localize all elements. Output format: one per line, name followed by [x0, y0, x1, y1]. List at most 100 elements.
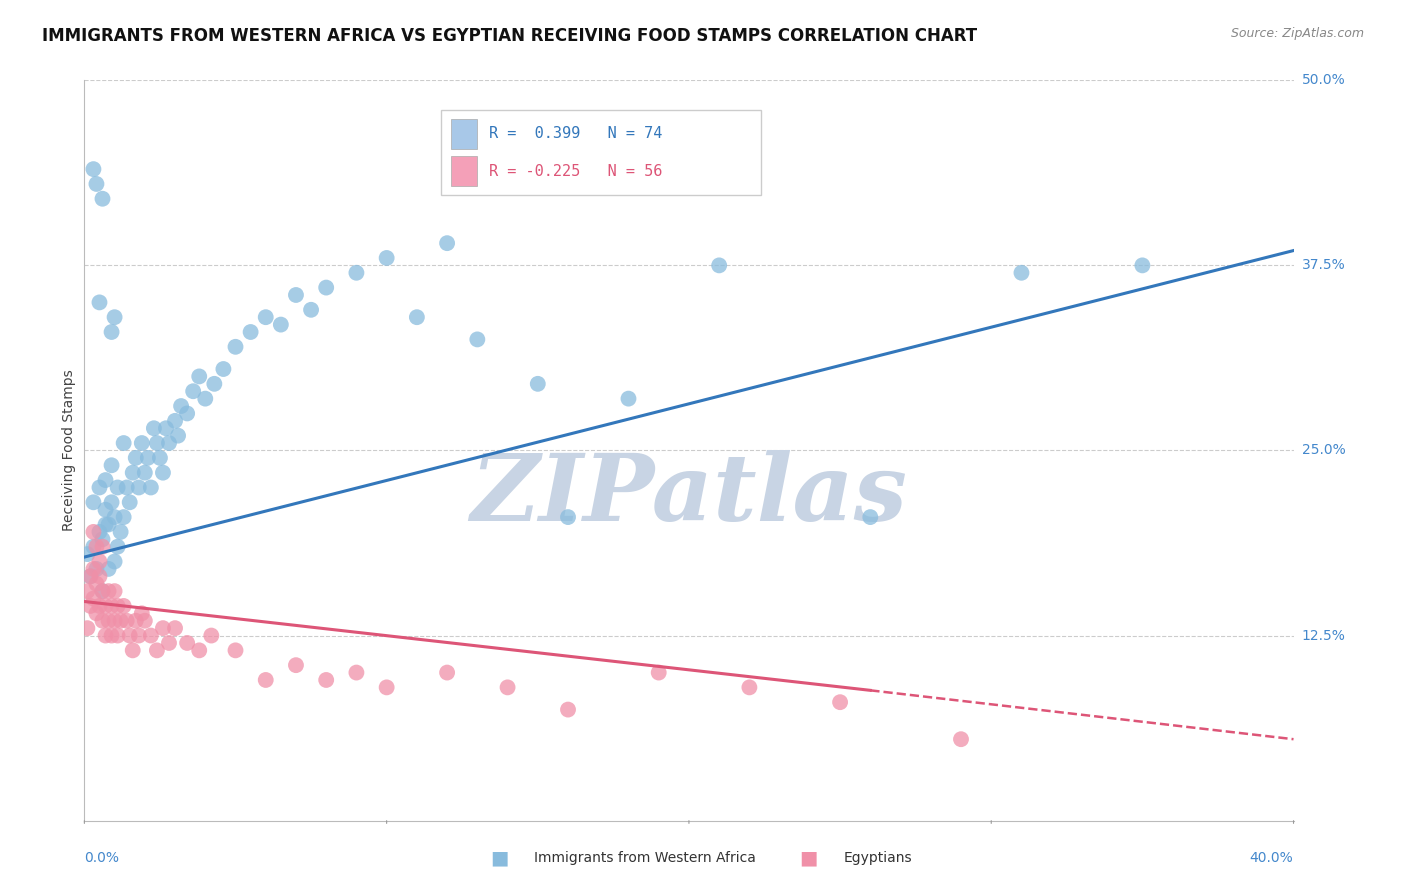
- Point: [82, 524, 104, 539]
- Point: [165, 414, 187, 428]
- Point: [648, 665, 671, 680]
- Point: [86, 562, 108, 576]
- Point: [86, 177, 108, 191]
- Point: [176, 407, 198, 421]
- Point: [225, 643, 247, 657]
- Text: R = -0.225   N = 56: R = -0.225 N = 56: [489, 164, 662, 178]
- Point: [89, 599, 111, 613]
- Point: [86, 540, 108, 554]
- Point: [1130, 259, 1153, 273]
- Text: 25.0%: 25.0%: [1302, 443, 1346, 458]
- Point: [112, 436, 135, 450]
- Text: 37.5%: 37.5%: [1302, 259, 1346, 272]
- Point: [270, 318, 292, 332]
- FancyBboxPatch shape: [451, 156, 478, 186]
- Text: 50.0%: 50.0%: [1302, 73, 1346, 87]
- Point: [91, 614, 114, 628]
- Point: [91, 540, 114, 554]
- Point: [155, 421, 177, 435]
- Point: [115, 480, 138, 494]
- Text: R =  0.399   N = 74: R = 0.399 N = 74: [489, 127, 662, 141]
- Point: [91, 192, 114, 206]
- Text: 12.5%: 12.5%: [1302, 629, 1346, 642]
- Point: [89, 524, 111, 539]
- Point: [100, 458, 122, 473]
- Point: [165, 621, 187, 635]
- Point: [104, 510, 127, 524]
- Point: [79, 569, 101, 583]
- Point: [94, 517, 117, 532]
- Point: [617, 392, 640, 406]
- Point: [82, 162, 104, 177]
- Point: [104, 310, 127, 325]
- Point: [100, 628, 122, 642]
- Text: ZIPatlas: ZIPatlas: [471, 450, 907, 540]
- Point: [89, 295, 111, 310]
- Point: [527, 376, 550, 391]
- Point: [118, 628, 141, 642]
- Point: [121, 643, 143, 657]
- Point: [100, 325, 122, 339]
- Point: [100, 599, 122, 613]
- FancyBboxPatch shape: [451, 119, 478, 149]
- Point: [181, 384, 204, 399]
- Point: [134, 614, 156, 628]
- Point: [112, 599, 135, 613]
- Point: [157, 636, 180, 650]
- Point: [202, 376, 225, 391]
- Point: [91, 584, 114, 599]
- Point: [136, 450, 159, 465]
- Point: [346, 665, 368, 680]
- Point: [950, 732, 973, 747]
- Point: [97, 614, 120, 628]
- Point: [76, 584, 98, 599]
- Point: [134, 466, 156, 480]
- Point: [436, 236, 458, 251]
- Point: [94, 599, 117, 613]
- Point: [170, 399, 193, 413]
- Point: [167, 428, 190, 442]
- Point: [97, 517, 120, 532]
- Text: Source: ZipAtlas.com: Source: ZipAtlas.com: [1230, 27, 1364, 40]
- Point: [212, 362, 235, 376]
- Point: [139, 628, 162, 642]
- Point: [142, 421, 165, 435]
- Text: IMMIGRANTS FROM WESTERN AFRICA VS EGYPTIAN RECEIVING FOOD STAMPS CORRELATION CHA: IMMIGRANTS FROM WESTERN AFRICA VS EGYPTI…: [42, 27, 977, 45]
- Point: [299, 302, 322, 317]
- Point: [315, 280, 337, 294]
- Point: [82, 495, 104, 509]
- Point: [89, 555, 111, 569]
- Point: [225, 340, 247, 354]
- Point: [110, 524, 132, 539]
- Point: [76, 621, 98, 635]
- Point: [131, 607, 153, 621]
- Point: [149, 450, 172, 465]
- FancyBboxPatch shape: [441, 110, 762, 195]
- Point: [188, 643, 211, 657]
- Point: [152, 466, 174, 480]
- Point: [107, 599, 129, 613]
- Point: [254, 673, 277, 687]
- Point: [315, 673, 337, 687]
- Point: [139, 480, 162, 494]
- Point: [115, 614, 138, 628]
- Point: [1011, 266, 1033, 280]
- Point: [467, 332, 489, 346]
- Text: 40.0%: 40.0%: [1250, 851, 1294, 865]
- Point: [709, 259, 731, 273]
- Point: [131, 436, 153, 450]
- Point: [82, 540, 104, 554]
- Text: Egyptians: Egyptians: [844, 851, 912, 865]
- Point: [200, 628, 222, 642]
- Point: [89, 480, 111, 494]
- Point: [194, 392, 217, 406]
- Point: [588, 169, 610, 184]
- Point: [557, 703, 579, 717]
- Point: [82, 591, 104, 606]
- Point: [157, 436, 180, 450]
- Point: [112, 510, 135, 524]
- Point: [91, 533, 114, 547]
- Text: 0.0%: 0.0%: [84, 851, 120, 865]
- Point: [152, 621, 174, 635]
- Point: [89, 569, 111, 583]
